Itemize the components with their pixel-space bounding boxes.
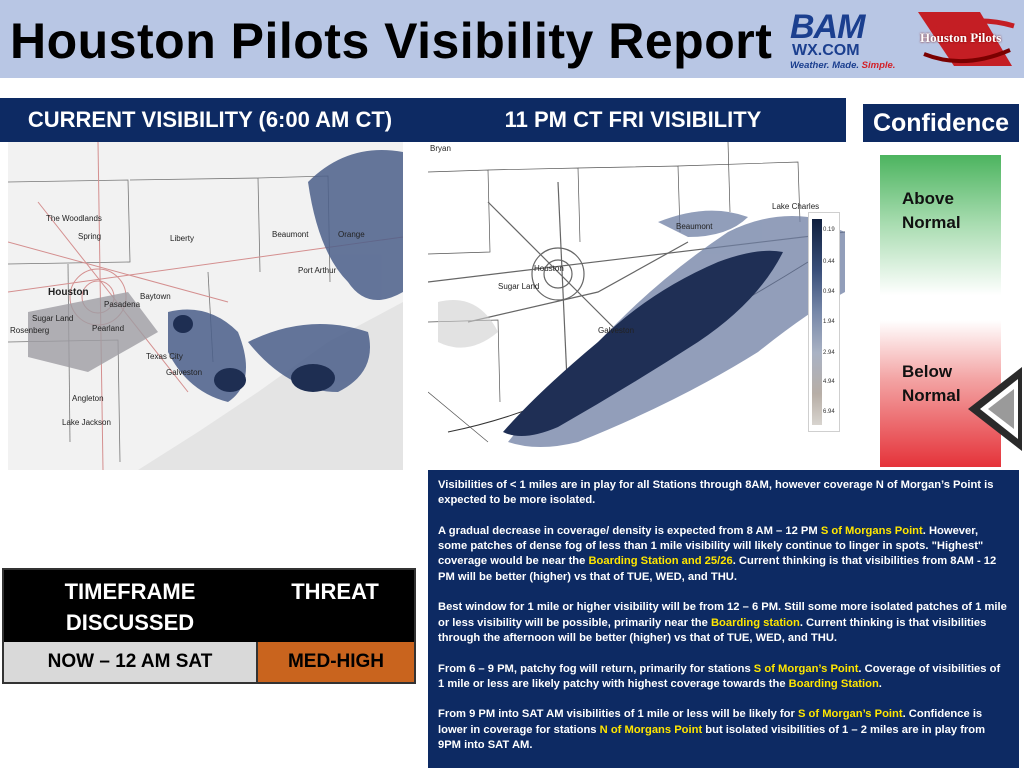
bam-tagline-part1: Weather. Made.	[790, 60, 862, 71]
legend-tick: 2.94	[823, 350, 835, 356]
discussion-text: but isolated visibilities of 1 – 2 miles…	[438, 723, 986, 752]
highlight-text: S of Morgan’s Point	[753, 662, 859, 675]
city-label: Baytown	[140, 292, 171, 301]
discussion-text: From 6 – 9 PM, patchy fog will return, p…	[438, 662, 754, 675]
legend-tick: 0.94	[823, 289, 835, 295]
highlight-text: Boarding Station and 25/26	[588, 555, 733, 568]
bam-logo-main: BAM	[790, 8, 865, 46]
highlight-text: S of Morgan’s Point	[797, 708, 903, 721]
bam-tagline-part2: Simple.	[861, 60, 896, 71]
threat-table: TIMEFRAME DISCUSSED THREAT NOW – 12 AM S…	[2, 568, 416, 684]
discussion-text: A gradual decrease in coverage/ density …	[438, 524, 821, 537]
discussion-text: From 9 PM into SAT AM visibilities of 1 …	[438, 708, 798, 721]
city-label: Beaumont	[272, 230, 309, 239]
confidence-pointer-icon	[968, 367, 1022, 451]
confidence-gradient: Above Normal Below Normal	[880, 155, 1001, 467]
discussion-text: . Current thinking is that visibilities …	[438, 555, 997, 583]
discussion-paragraph: Best window for 1 mile or higher visibil…	[438, 600, 1009, 646]
houston-pilots-emblem-icon	[918, 12, 1015, 66]
discussion-paragraph: A gradual decrease in coverage/ density …	[438, 524, 1009, 585]
city-label: Sugar Land	[32, 314, 74, 323]
timeframe-value: NOW – 12 AM SAT	[4, 642, 256, 682]
discussion-text: Visibilities of < 1 miles are in play fo…	[438, 479, 994, 507]
header-bar: Houston Pilots Visibility Report BAM WX.…	[0, 0, 1024, 78]
city-label: Liberty	[170, 234, 195, 243]
timeframe-header: TIMEFRAME DISCUSSED	[4, 570, 256, 642]
city-label: Houston	[534, 264, 564, 273]
city-label: Orange	[338, 230, 365, 239]
highlight-text: Boarding station	[710, 616, 800, 629]
forecast-map-graphic	[428, 142, 845, 447]
legend-tick: 0.44	[823, 259, 835, 265]
city-label: Port Arthur	[298, 266, 337, 275]
city-label: Houston	[48, 287, 89, 298]
discussion-paragraph: Visibilities of < 1 miles are in play fo…	[438, 478, 1009, 509]
city-label: The Woodlands	[46, 214, 102, 223]
city-label: Galveston	[598, 326, 635, 335]
city-label: Pasadena	[104, 300, 141, 309]
city-label: Pearland	[92, 324, 125, 333]
threat-value: MED-HIGH	[256, 642, 414, 682]
discussion-paragraph: From 9 PM into SAT AM visibilities of 1 …	[438, 707, 1009, 753]
legend-color-bar	[812, 219, 822, 425]
current-visibility-title: CURRENT VISIBILITY (6:00 AM CT)	[0, 98, 420, 142]
highlight-text: N of Morgans Point	[599, 723, 703, 736]
discussion-text: Best window for 1 mile or higher visibil…	[438, 601, 1007, 629]
city-label: Lake Jackson	[62, 418, 111, 427]
city-label: Lake Charles	[772, 202, 820, 211]
current-map-graphic	[8, 142, 403, 470]
bam-wx-logo: BAM WX.COM Weather. Made. Simple.	[786, 8, 908, 72]
highlight-text: S of Morgans Point	[820, 524, 923, 537]
forecast-discussion: Visibilities of < 1 miles are in play fo…	[428, 470, 1019, 768]
confidence-above-label: Above Normal	[902, 189, 961, 232]
discussion-text: . Coverage of visibilities of 1 mile or …	[438, 662, 1001, 690]
city-label: Galveston	[166, 368, 203, 377]
legend-tick: 1.94	[823, 319, 835, 325]
bam-logo-tagline: Weather. Made. Simple.	[790, 60, 895, 71]
city-label: Bryan	[430, 144, 451, 153]
houston-pilots-logo: Houston Pilots	[914, 4, 1022, 74]
houston-pilots-logo-text: Houston Pilots	[920, 30, 1002, 45]
page-title: Houston Pilots Visibility Report	[10, 13, 773, 69]
confidence-below-label: Below Normal	[902, 362, 961, 405]
discussion-text: .	[878, 677, 882, 690]
city-label: Rosenberg	[10, 326, 50, 335]
city-label: Angleton	[72, 394, 104, 403]
city-label: Beaumont	[676, 222, 713, 231]
confidence-title: Confidence	[863, 104, 1019, 142]
visibility-legend: 0.19 0.44 0.94 1.94 2.94 4.94 6.94	[808, 212, 840, 432]
legend-tick: 0.19	[823, 227, 835, 233]
discussion-text: . Confidence is lower in coverage for st…	[438, 708, 983, 736]
city-label: Spring	[78, 232, 102, 241]
city-label: Sugar Land	[498, 282, 540, 291]
current-visibility-map: The Woodlands Spring Liberty Beaumont Or…	[8, 142, 403, 470]
discussion-text: . Current thinking is that visibilities …	[438, 616, 987, 644]
discussion-paragraph: From 6 – 9 PM, patchy fog will return, p…	[438, 662, 1009, 693]
bam-logo-sub: WX.COM	[792, 42, 860, 59]
discussion-text: . However, some patches of dense fog of …	[438, 524, 984, 568]
legend-tick: 4.94	[823, 379, 835, 385]
legend-tick: 6.94	[823, 409, 835, 415]
highlight-text: Boarding Station	[788, 677, 879, 690]
forecast-visibility-title: 11 PM CT FRI VISIBILITY	[420, 98, 846, 142]
city-label: Texas City	[146, 352, 183, 361]
forecast-visibility-map: Bryan Lake Charles Beaumont Houston Suga…	[428, 142, 845, 470]
threat-header: THREAT	[256, 570, 414, 642]
